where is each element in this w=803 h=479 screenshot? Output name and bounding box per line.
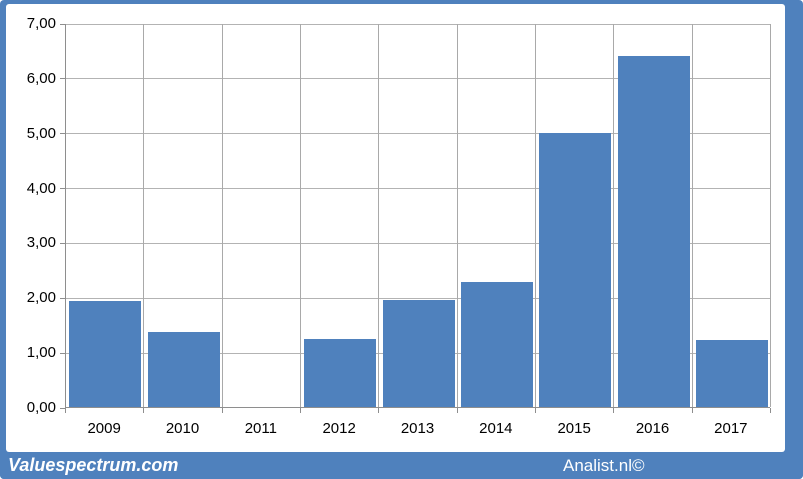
y-tick bbox=[60, 242, 65, 244]
x-tick bbox=[378, 408, 380, 413]
y-tick bbox=[60, 352, 65, 354]
y-tick bbox=[60, 297, 65, 299]
x-category-label: 2010 bbox=[165, 420, 200, 437]
bar-2015 bbox=[539, 133, 612, 407]
footer-bar: Valuespectrum.com Analist.nl© bbox=[0, 452, 803, 479]
x-category-label: 2017 bbox=[714, 420, 748, 437]
x-tick bbox=[143, 408, 145, 413]
y-tick bbox=[60, 78, 65, 80]
bar-2010 bbox=[147, 332, 220, 407]
x-category-label: 2014 bbox=[479, 420, 513, 437]
x-category-label: 2015 bbox=[557, 420, 591, 437]
gridline-v bbox=[143, 24, 145, 407]
y-tick-label: 3,00 bbox=[26, 234, 56, 252]
x-tick bbox=[691, 408, 693, 413]
bar-2014 bbox=[460, 282, 533, 407]
y-tick bbox=[60, 188, 65, 190]
x-tick bbox=[221, 408, 223, 413]
x-tick bbox=[300, 408, 301, 413]
gridline-h bbox=[66, 242, 770, 244]
bar-2012 bbox=[304, 339, 377, 407]
gridline-v bbox=[535, 24, 536, 407]
plot-area bbox=[60, 23, 771, 413]
x-tick bbox=[770, 408, 771, 413]
bar-2016 bbox=[617, 56, 690, 407]
x-category-label: 2012 bbox=[322, 420, 356, 437]
gridline-v bbox=[221, 24, 223, 407]
x-tick bbox=[613, 408, 615, 413]
x-category-label: 2013 bbox=[400, 420, 435, 437]
x-category-label: 2009 bbox=[87, 420, 121, 437]
gridline-h bbox=[66, 297, 770, 299]
chart-panel: 0,00 1,00 2,00 3,00 4,00 5,00 6,00 7,00 2009 201… bbox=[6, 4, 785, 452]
gridline-v bbox=[378, 24, 380, 407]
analist-watermark: Analist.nl© bbox=[563, 456, 645, 475]
y-tick bbox=[60, 133, 65, 135]
x-tick bbox=[456, 408, 458, 413]
valuespectrum-watermark: Valuespectrum.com bbox=[8, 455, 179, 475]
y-tick-label: 2,00 bbox=[26, 289, 56, 307]
bar-2009 bbox=[69, 301, 142, 407]
gridline-h bbox=[66, 133, 770, 135]
x-category-label: 2016 bbox=[635, 420, 670, 437]
x-tick bbox=[535, 408, 536, 413]
gridline-v bbox=[691, 24, 693, 407]
bar-2013 bbox=[382, 300, 455, 407]
y-tick-label: 7,00 bbox=[26, 15, 56, 32]
y-tick-label: 4,00 bbox=[26, 179, 56, 197]
y-tick-label: 0,00 bbox=[26, 399, 56, 416]
y-tick bbox=[60, 23, 65, 25]
gridline-v bbox=[613, 24, 615, 407]
gridline-h bbox=[66, 78, 770, 80]
gridline-v bbox=[300, 24, 301, 407]
y-tick-label: 6,00 bbox=[26, 69, 56, 87]
y-tick bbox=[60, 407, 65, 409]
x-tick bbox=[65, 408, 66, 413]
gridline-v bbox=[770, 24, 771, 407]
gridline-v bbox=[456, 24, 458, 407]
y-tick-label: 5,00 bbox=[26, 124, 56, 142]
gridline-h bbox=[66, 188, 770, 190]
gridline-h bbox=[66, 23, 770, 25]
y-tick-label: 1,00 bbox=[26, 344, 56, 362]
bar-2017 bbox=[695, 340, 768, 407]
x-category-label: 2011 bbox=[244, 420, 277, 437]
